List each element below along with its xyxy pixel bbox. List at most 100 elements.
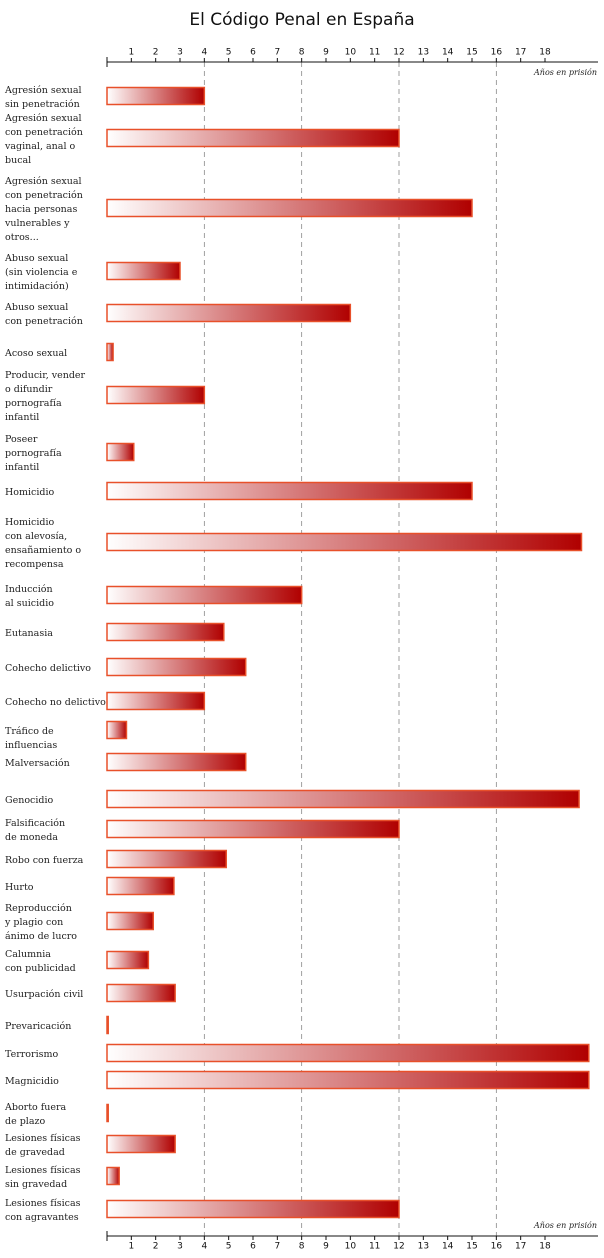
x-tick-label: 13 [418,48,429,58]
bar [106,385,206,405]
x-tick-label: 14 [442,48,454,58]
bar [106,819,400,839]
axis-label: Años en prisión [533,68,597,77]
chart-title: El Código Penal en España [189,10,414,30]
category-label: Aborto fuera de plazo [5,1102,67,1127]
bar [106,481,473,501]
category-label: Cohecho no delictivo [5,697,106,708]
x-tick-label: 1 [128,1242,134,1252]
x-tick-label: 2 [153,1242,159,1252]
x-tick-label: 12 [393,1242,404,1252]
x-tick-label: 16 [491,48,503,58]
bar [106,876,175,896]
bar [106,342,114,362]
bar [106,789,580,809]
x-tick-label: 5 [226,1242,232,1252]
x-tick-label: 17 [515,48,526,58]
category-label: Genocidio [5,795,54,806]
x-tick-label: 1 [128,48,134,58]
category-label: Agresión sexual sin penetración [5,85,82,110]
category-label: Agresión sexual con penetración hacia pe… [5,176,83,243]
bar [106,720,128,740]
bar [106,752,247,772]
bar [106,532,583,552]
x-tick-label: 2 [153,48,159,58]
bar [106,442,135,462]
category-label: Prevaricación [5,1021,72,1032]
category-label: Usurpación civil [5,989,84,1000]
bar [106,198,473,218]
bar [106,1015,109,1035]
bar [106,691,206,711]
x-tick-label: 5 [226,48,232,58]
bar [106,585,303,605]
category-label: Magnicidio [5,1076,59,1087]
bar [106,1166,120,1186]
bar [106,1070,590,1090]
category-label: Lesiones físicas de gravedad [5,1133,81,1158]
bar [106,303,352,323]
category-label: Lesiones físicas con agravantes [5,1198,81,1223]
bar [106,622,225,642]
x-tick-label: 12 [393,48,404,58]
category-label: Homicidio [5,487,55,498]
x-tick-label: 9 [323,1242,329,1252]
x-tick-label: 15 [466,1242,477,1252]
category-label: Reproducción y plagio con ánimo de lucro [5,903,78,942]
category-label: Robo con fuerza [5,855,84,866]
category-label: Inducción al suicidio [5,584,54,609]
category-label: Cohecho delictivo [5,663,91,674]
x-tick-label: 16 [491,1242,503,1252]
category-label: Producir, vender o difundir pornografía … [5,370,86,423]
category-label: Lesiones físicas sin gravedad [5,1165,81,1190]
bar [106,1103,109,1123]
x-tick-label: 15 [466,48,477,58]
category-label: Terrorismo [5,1049,59,1060]
x-tick-label: 6 [250,48,256,58]
bar [106,1134,176,1154]
x-tick-label: 4 [201,1242,207,1252]
bar [106,657,247,677]
bar [106,983,176,1003]
x-tick-label: 7 [274,48,280,58]
category-label: Tráfico de influencias [5,726,58,751]
x-tick-label: 18 [539,48,551,58]
x-tick-label: 9 [323,48,329,58]
x-tick-label: 8 [299,48,305,58]
category-label: Agresión sexual con penetración vaginal,… [5,113,83,166]
x-tick-label: 3 [177,48,183,58]
x-tick-label: 4 [201,48,207,58]
x-tick-label: 18 [539,1242,551,1252]
x-tick-label: 11 [369,48,380,58]
category-label: Poseer pornografía infantil [5,434,62,473]
bar [106,261,181,281]
axis-label: Años en prisión [533,1221,597,1230]
x-tick-label: 14 [442,1242,454,1252]
category-label: Calumnia con publicidad [5,949,76,974]
category-label: Hurto [5,882,34,893]
category-label: Abuso sexual (sin violencia e intimidaci… [5,253,78,292]
category-label: Malversación [5,758,70,769]
bar [106,86,206,106]
bar [106,128,400,148]
x-tick-label: 7 [274,1242,280,1252]
category-label: Abuso sexual con penetración [5,302,83,327]
x-tick-label: 11 [369,1242,380,1252]
category-label: Acoso sexual [5,348,68,359]
bar [106,911,154,931]
x-tick-label: 6 [250,1242,256,1252]
x-tick-label: 17 [515,1242,526,1252]
x-tick-label: 8 [299,1242,305,1252]
x-tick-label: 10 [345,48,357,58]
category-label: Homicidio con alevosía, ensañamiento o r… [5,517,82,570]
x-tick-label: 10 [345,1242,357,1252]
x-tick-label: 13 [418,1242,429,1252]
category-label: Eutanasia [5,628,53,639]
bar [106,1043,590,1063]
bar [106,1199,400,1219]
x-tick-label: 3 [177,1242,183,1252]
bar [106,849,227,869]
bar [106,950,150,970]
